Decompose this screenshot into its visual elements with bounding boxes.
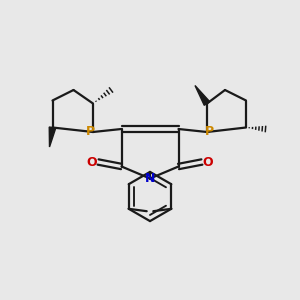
Polygon shape: [195, 85, 210, 105]
Polygon shape: [49, 127, 56, 147]
Text: N: N: [145, 172, 155, 185]
Text: P: P: [205, 125, 214, 139]
Text: O: O: [202, 155, 213, 169]
Text: P: P: [86, 125, 95, 139]
Text: O: O: [87, 155, 98, 169]
